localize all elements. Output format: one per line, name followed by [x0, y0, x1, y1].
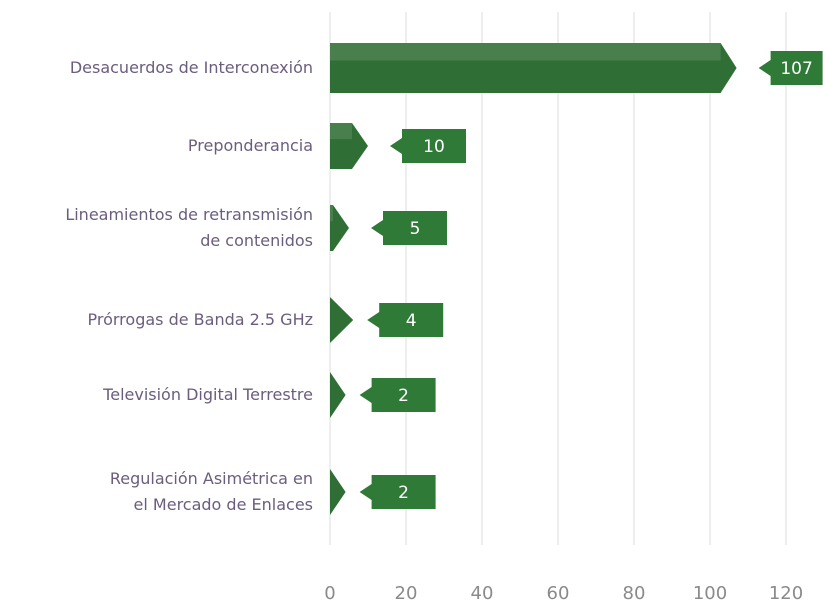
category-label: Preponderancia	[187, 136, 313, 155]
category-label: Lineamientos de retransmisión de conteni…	[65, 205, 313, 250]
bar	[330, 372, 346, 418]
bar-highlight	[330, 43, 721, 61]
category-label: Televisión Digital Terrestre	[103, 385, 313, 404]
value-tag	[371, 211, 447, 245]
category-label: Regulación Asimétrica en el Mercado de E…	[109, 469, 313, 514]
value-tag	[359, 475, 436, 509]
value-label: 5	[410, 219, 421, 239]
bar	[330, 297, 354, 343]
x-tick-label: 40	[471, 583, 494, 604]
bar	[330, 469, 346, 515]
x-tick-label: 80	[623, 583, 646, 604]
value-tag	[359, 378, 436, 412]
x-tick-label: 0	[324, 583, 335, 604]
x-tick-label: 120	[769, 583, 803, 604]
value-tag	[367, 303, 444, 337]
value-label: 107	[780, 59, 812, 79]
value-label: 4	[406, 311, 417, 331]
category-label: Prórrogas de Banda 2.5 GHz	[87, 310, 314, 329]
bar	[330, 43, 737, 93]
value-label: 2	[398, 386, 409, 406]
bar-highlight	[330, 205, 333, 222]
bar-highlight	[330, 123, 352, 140]
value-tag	[758, 51, 823, 85]
value-label: 2	[398, 483, 409, 503]
value-tag	[390, 129, 466, 163]
bar	[330, 205, 349, 251]
bar	[330, 123, 368, 169]
x-tick-label: 20	[395, 583, 418, 604]
category-label: Desacuerdos de Interconexión	[69, 58, 313, 77]
x-tick-label: 100	[693, 583, 727, 604]
x-tick-label: 60	[547, 583, 570, 604]
value-label: 10	[423, 137, 445, 157]
